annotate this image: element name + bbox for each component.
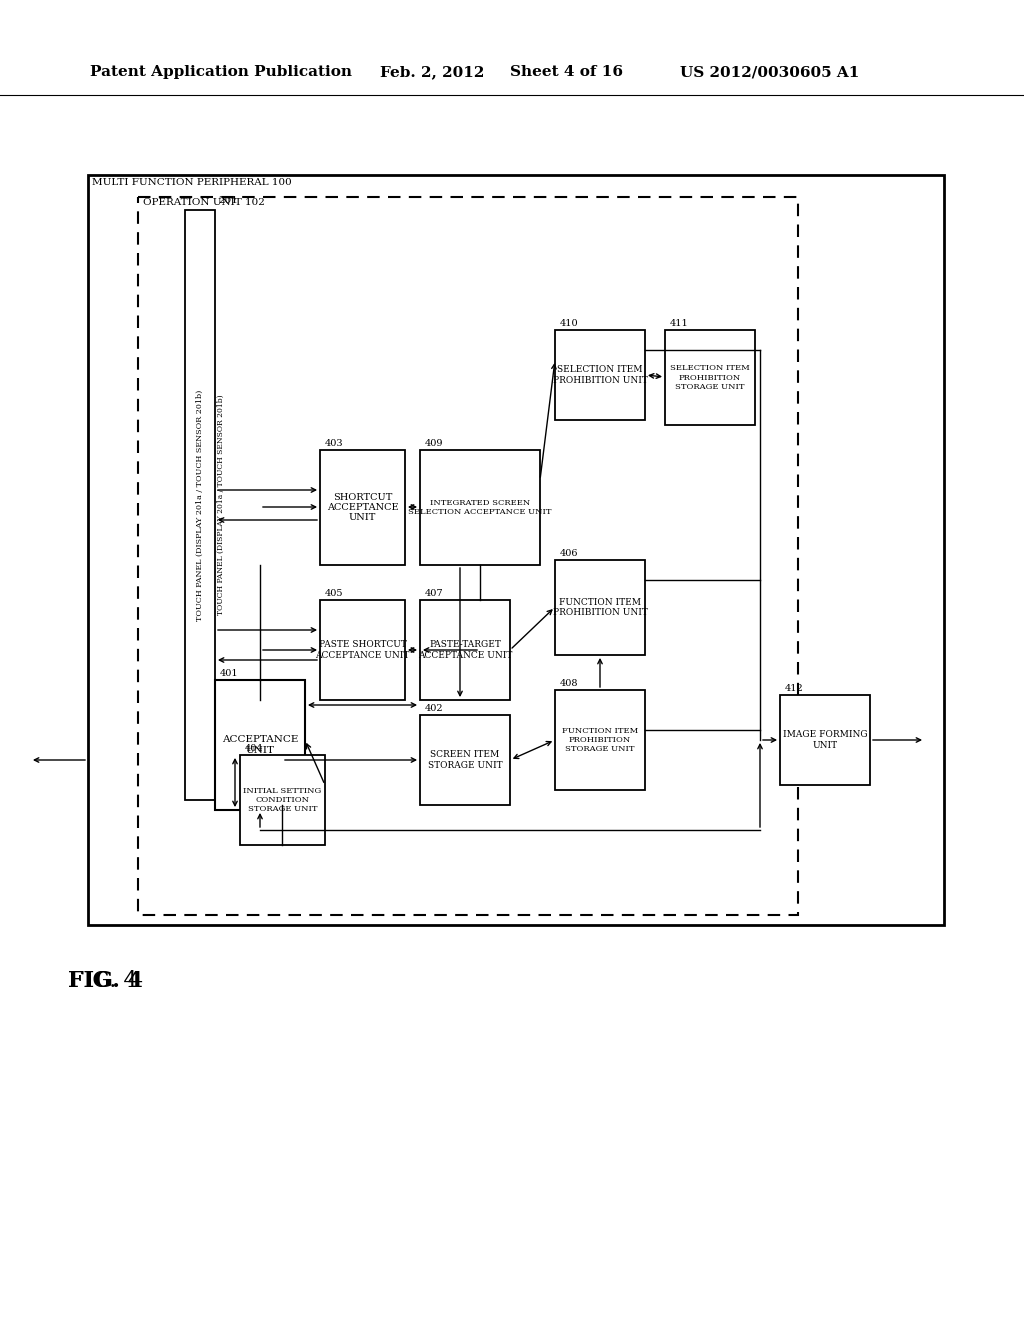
Text: INITIAL SETTING
CONDITION
STORAGE UNIT: INITIAL SETTING CONDITION STORAGE UNIT xyxy=(244,787,322,813)
Text: 407: 407 xyxy=(425,589,443,598)
Bar xyxy=(555,690,645,789)
Text: FUNCTION ITEM
PROHIBITION
STORAGE UNIT: FUNCTION ITEM PROHIBITION STORAGE UNIT xyxy=(562,727,638,754)
Text: 201: 201 xyxy=(218,195,238,205)
Text: MULTI FUNCTION PERIPHERAL 100: MULTI FUNCTION PERIPHERAL 100 xyxy=(92,178,292,187)
Text: FUNCTION ITEM
PROHIBITION UNIT: FUNCTION ITEM PROHIBITION UNIT xyxy=(553,598,647,618)
Text: Sheet 4 of 16: Sheet 4 of 16 xyxy=(510,65,623,79)
Bar xyxy=(555,330,645,420)
Bar xyxy=(319,450,406,565)
Text: 409: 409 xyxy=(425,440,443,447)
Text: TOUCH PANEL (DISPLAY 201a / TOUCH SENSOR 201b): TOUCH PANEL (DISPLAY 201a / TOUCH SENSOR… xyxy=(217,395,225,615)
Bar xyxy=(240,755,325,845)
Text: TOUCH PANEL (DISPLAY 201a / TOUCH SENSOR 201b): TOUCH PANEL (DISPLAY 201a / TOUCH SENSOR… xyxy=(196,389,204,620)
Text: 408: 408 xyxy=(560,678,579,688)
Text: ACCEPTANCE
UNIT: ACCEPTANCE UNIT xyxy=(222,735,298,755)
Bar xyxy=(319,601,406,700)
Text: SELECTION ITEM
PROHIBITION
STORAGE UNIT: SELECTION ITEM PROHIBITION STORAGE UNIT xyxy=(670,364,750,391)
Text: 405: 405 xyxy=(325,589,343,598)
Text: US 2012/0030605 A1: US 2012/0030605 A1 xyxy=(680,65,859,79)
Text: Feb. 2, 2012: Feb. 2, 2012 xyxy=(380,65,484,79)
Text: SELECTION ITEM
PROHIBITION UNIT: SELECTION ITEM PROHIBITION UNIT xyxy=(553,366,647,384)
Text: 403: 403 xyxy=(325,440,344,447)
Text: PASTE SHORTCUT
ACCEPTANCE UNIT: PASTE SHORTCUT ACCEPTANCE UNIT xyxy=(315,640,410,660)
Text: OPERATION UNIT 102: OPERATION UNIT 102 xyxy=(143,198,265,207)
Text: 401: 401 xyxy=(220,669,239,678)
Text: SCREEN ITEM
STORAGE UNIT: SCREEN ITEM STORAGE UNIT xyxy=(428,750,503,770)
Text: 410: 410 xyxy=(560,319,579,327)
Text: FIG. 4: FIG. 4 xyxy=(68,970,143,993)
Bar xyxy=(420,715,510,805)
Bar xyxy=(420,450,540,565)
Text: 412: 412 xyxy=(785,684,804,693)
Text: INTEGRATED SCREEN
SELECTION ACCEPTANCE UNIT: INTEGRATED SCREEN SELECTION ACCEPTANCE U… xyxy=(409,499,552,516)
Text: 404: 404 xyxy=(245,744,263,752)
Text: FIG. 4: FIG. 4 xyxy=(68,970,137,993)
Text: IMAGE FORMING
UNIT: IMAGE FORMING UNIT xyxy=(782,730,867,750)
Bar xyxy=(185,210,215,800)
Bar xyxy=(780,696,870,785)
Text: 406: 406 xyxy=(560,549,579,558)
Text: SHORTCUT
ACCEPTANCE
UNIT: SHORTCUT ACCEPTANCE UNIT xyxy=(327,492,398,523)
Bar xyxy=(88,176,944,925)
Text: 402: 402 xyxy=(425,704,443,713)
Bar xyxy=(555,560,645,655)
Bar xyxy=(215,680,305,810)
Bar xyxy=(138,197,798,915)
Text: Patent Application Publication: Patent Application Publication xyxy=(90,65,352,79)
Text: 411: 411 xyxy=(670,319,689,327)
Bar xyxy=(420,601,510,700)
Bar xyxy=(665,330,755,425)
Text: PASTE-TARGET
ACCEPTANCE UNIT: PASTE-TARGET ACCEPTANCE UNIT xyxy=(418,640,512,660)
